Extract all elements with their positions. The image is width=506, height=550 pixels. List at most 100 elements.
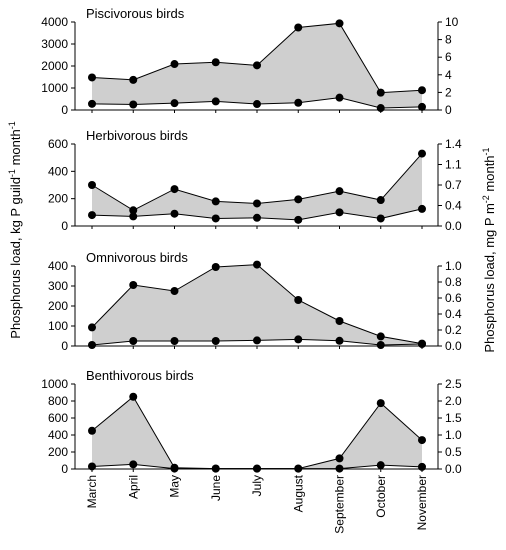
right-tick-label: 2.0 bbox=[445, 394, 462, 408]
data-point bbox=[376, 196, 385, 205]
data-point bbox=[335, 208, 344, 217]
panel-title: Piscivorous birds bbox=[86, 6, 185, 21]
data-point bbox=[211, 97, 220, 106]
x-axis-month-labels: March April May June July August September Octo… bbox=[85, 474, 429, 533]
data-point bbox=[129, 281, 138, 289]
right-tick-label: 1.0 bbox=[445, 428, 462, 442]
data-point bbox=[88, 341, 96, 349]
data-point bbox=[129, 337, 138, 345]
data-point bbox=[418, 204, 426, 213]
left-tick-label: 0 bbox=[61, 103, 68, 117]
x-tick-label: September bbox=[333, 475, 347, 534]
data-point bbox=[170, 337, 179, 345]
data-point bbox=[129, 100, 138, 109]
data-point bbox=[253, 100, 261, 109]
data-point bbox=[88, 181, 96, 189]
left-tick-label: 3000 bbox=[41, 37, 68, 51]
right-tick-label: 2 bbox=[445, 85, 452, 99]
left-tick-label: 200 bbox=[48, 445, 68, 459]
right-tick-label: 0.4 bbox=[445, 307, 462, 321]
right-tick-label: 0.0 bbox=[445, 462, 462, 476]
data-point bbox=[170, 185, 179, 194]
left-tick-label: 800 bbox=[48, 394, 68, 408]
panel-2: 0 100 200 300 400 0.0 0.2 0.4 0.6 0.8 1.0 Omnivorou… bbox=[48, 250, 462, 353]
data-point bbox=[129, 460, 138, 469]
x-tick-label: June bbox=[209, 475, 223, 501]
left-tick-label: 0 bbox=[61, 462, 68, 476]
shaded-area bbox=[92, 153, 422, 220]
data-point bbox=[88, 99, 96, 108]
data-point bbox=[211, 197, 220, 206]
right-tick-label: 1.0 bbox=[445, 259, 462, 273]
data-point bbox=[294, 215, 303, 224]
right-tick-label: 6 bbox=[445, 50, 452, 64]
data-point bbox=[129, 392, 138, 401]
data-point bbox=[294, 335, 303, 344]
data-point bbox=[170, 99, 179, 108]
data-point bbox=[129, 75, 138, 84]
right-tick-label: 0.8 bbox=[445, 275, 462, 289]
data-point bbox=[335, 187, 344, 196]
right-tick-label: 1.5 bbox=[445, 411, 462, 425]
right-tick-label: 1.1 bbox=[445, 158, 462, 172]
shaded-area bbox=[92, 396, 422, 469]
data-point bbox=[335, 317, 344, 325]
data-point bbox=[253, 336, 261, 345]
left-tick-label: 400 bbox=[48, 164, 68, 178]
data-point bbox=[253, 260, 261, 269]
data-point bbox=[88, 323, 96, 332]
panel-title: Benthivorous birds bbox=[86, 368, 194, 383]
panel-1: 0 200 400 600 0.0 0.4 0.7 1.1 1.4 Herbivorous bir… bbox=[48, 128, 462, 233]
data-point bbox=[211, 337, 220, 345]
data-point bbox=[253, 61, 261, 70]
right-tick-label: 0.5 bbox=[445, 445, 462, 459]
left-tick-label: 1000 bbox=[41, 377, 68, 391]
left-tick-label: 2000 bbox=[41, 59, 68, 73]
left-tick-label: 600 bbox=[48, 411, 68, 425]
x-tick-label: October bbox=[374, 475, 388, 518]
data-point bbox=[335, 336, 344, 345]
x-tick-label: May bbox=[168, 475, 182, 498]
data-point bbox=[253, 213, 261, 222]
data-point bbox=[335, 19, 344, 28]
data-point bbox=[418, 149, 426, 158]
data-point bbox=[294, 296, 303, 304]
data-point bbox=[88, 73, 96, 82]
y-axis-label-left: Phosphorus load, kg P guild-1 month-1 bbox=[7, 121, 23, 338]
data-point bbox=[129, 212, 138, 221]
data-point bbox=[376, 461, 385, 470]
data-point bbox=[376, 88, 385, 97]
left-tick-label: 0 bbox=[61, 219, 68, 233]
data-point bbox=[376, 399, 385, 408]
panel-title: Omnivorous birds bbox=[86, 250, 188, 265]
right-tick-label: 0.0 bbox=[445, 219, 462, 233]
right-tick-label: 0.4 bbox=[445, 199, 462, 213]
data-point bbox=[253, 199, 261, 208]
left-tick-label: 1000 bbox=[41, 81, 68, 95]
left-tick-label: 100 bbox=[48, 319, 68, 333]
data-point bbox=[88, 426, 96, 435]
data-point bbox=[211, 58, 220, 67]
right-tick-label: 10 bbox=[445, 15, 459, 29]
left-tick-label: 400 bbox=[48, 428, 68, 442]
data-point bbox=[170, 60, 179, 69]
data-point bbox=[335, 93, 344, 102]
right-tick-label: 8 bbox=[445, 33, 452, 47]
left-tick-label: 200 bbox=[48, 299, 68, 313]
data-point bbox=[294, 195, 303, 204]
x-tick-label: July bbox=[250, 475, 264, 496]
data-point bbox=[170, 209, 179, 218]
right-tick-label: 0.7 bbox=[445, 178, 462, 192]
y-axis-label-right: Phosphorus load, mg P m-2 month-1 bbox=[481, 147, 497, 352]
data-point bbox=[170, 287, 179, 295]
right-tick-label: 0.6 bbox=[445, 291, 462, 305]
left-tick-label: 200 bbox=[48, 192, 68, 206]
right-tick-label: 1.4 bbox=[445, 137, 462, 151]
data-point bbox=[418, 86, 426, 95]
data-point bbox=[335, 454, 344, 463]
data-point bbox=[376, 332, 385, 341]
data-point bbox=[418, 436, 426, 445]
x-tick-label: November bbox=[415, 475, 429, 530]
